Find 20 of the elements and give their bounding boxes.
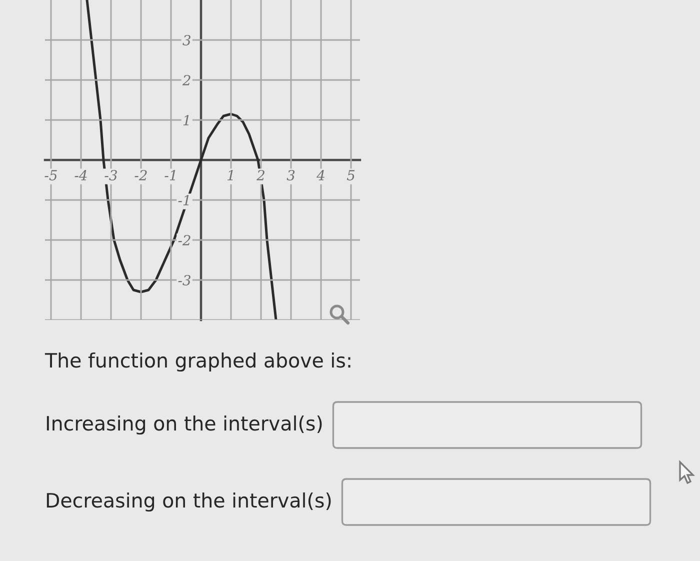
x-tick-label: 3 — [286, 170, 295, 180]
y-tick-label: 2 — [182, 74, 190, 86]
x-tick-label: -2 — [134, 170, 147, 180]
y-tick-label: -1 — [178, 194, 189, 206]
y-tick-label: -2 — [178, 234, 190, 246]
text: Decreasing on the interval(s) — [46, 492, 331, 512]
text: Increasing on the interval(s) — [46, 415, 322, 435]
text: The function graphed above is: — [44, 352, 350, 372]
x-tick-label: -4 — [74, 170, 87, 180]
x-tick-label: -1 — [164, 170, 176, 180]
x-tick-label: 5 — [346, 170, 355, 180]
x-tick-label: -3 — [104, 170, 117, 180]
line-series — [86, 0, 278, 320]
x-tick-label: 4 — [316, 170, 324, 180]
y-tick-label: -3 — [178, 274, 190, 286]
x-tick-label: -5 — [44, 170, 57, 180]
y-tick-label: 3 — [182, 34, 190, 46]
y-tick-label: 1 — [183, 114, 189, 126]
x-tick-label: 1 — [228, 170, 233, 180]
x-tick-label: 2 — [256, 170, 264, 180]
